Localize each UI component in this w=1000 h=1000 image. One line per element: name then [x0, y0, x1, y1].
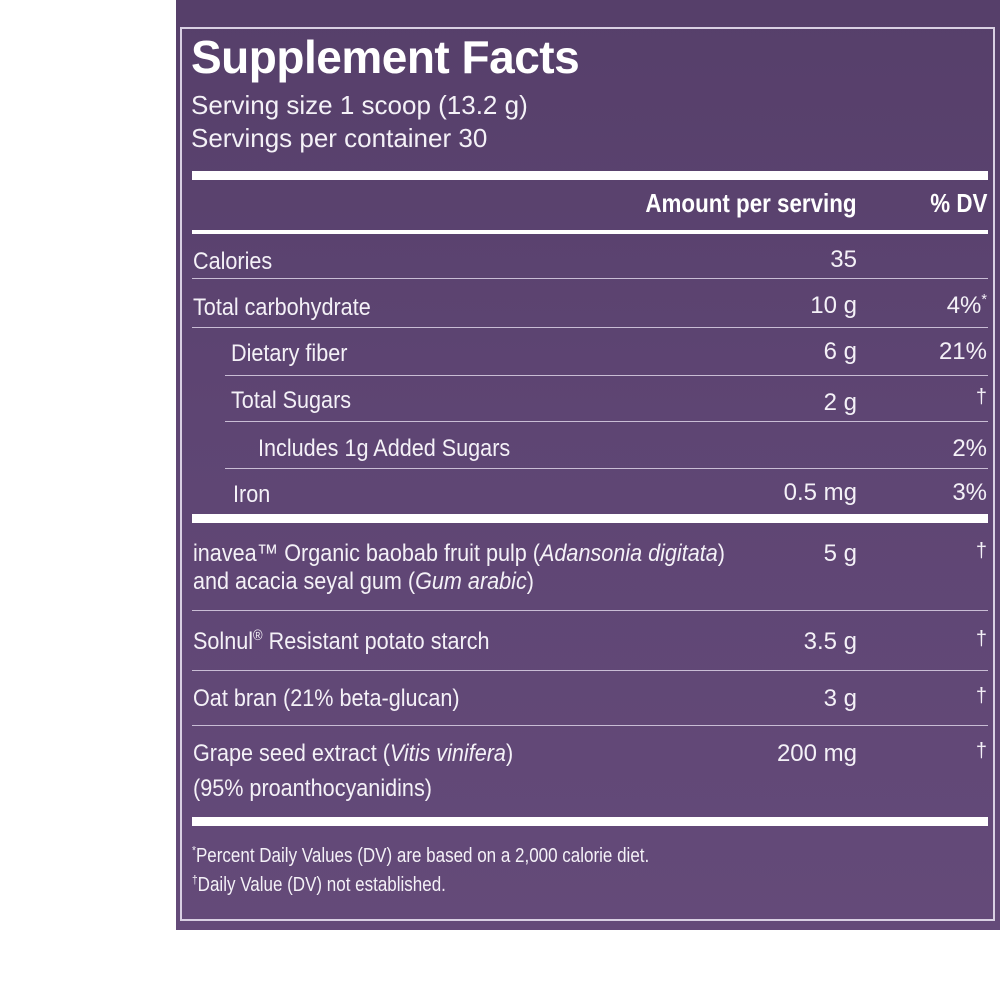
panel-title: Supplement Facts [191, 31, 580, 83]
ingredient-dv: † [975, 685, 987, 707]
ingredient-amount: 3 g [823, 685, 857, 712]
thick-rule [192, 171, 988, 180]
ingredient-amount: 5 g [823, 540, 857, 567]
ingredient-name-line2: and acacia seyal gum (Gum arabic) [193, 568, 534, 595]
footnote-not-established: †Daily Value (DV) not established. [192, 872, 446, 896]
nutrient-dv: 2% [952, 435, 987, 462]
nutrient-name: Calories [193, 248, 273, 275]
ingredient-name-line2: (95% proanthocyanidins) [193, 775, 432, 802]
ingredient-amount: 200 mg [776, 740, 857, 767]
row-divider [192, 327, 988, 328]
nutrient-dv: 3% [952, 479, 987, 506]
nutrient-name: Dietary fiber [231, 340, 348, 367]
nutrient-amount: 6 g [823, 338, 857, 365]
nutrient-amount: 35 [830, 246, 857, 273]
nutrient-name: Total carbohydrate [193, 294, 371, 321]
row-divider [225, 468, 988, 469]
dv-header: % DV [929, 188, 987, 218]
panel-border [180, 27, 995, 921]
row-divider [192, 725, 988, 726]
nutrient-dv: 4%* [946, 292, 987, 319]
thick-rule [192, 817, 988, 826]
footnote-dv: *Percent Daily Values (DV) are based on … [192, 843, 650, 867]
ingredient-dv: † [975, 628, 987, 650]
nutrient-amount: 10 g [810, 292, 857, 319]
serving-size: Serving size 1 scoop (13.2 g) [191, 90, 528, 120]
ingredient-name: inavea™ Organic baobab fruit pulp (Adans… [193, 540, 725, 567]
nutrient-amount: 0.5 mg [783, 479, 857, 506]
amount-per-serving-header: Amount per serving [645, 188, 857, 218]
nutrient-dv: † [975, 386, 987, 408]
ingredient-name: Oat bran (21% beta-glucan) [193, 685, 460, 712]
row-divider [225, 421, 988, 422]
ingredient-dv: † [975, 540, 987, 562]
row-divider [225, 375, 988, 376]
ingredient-name: Solnul® Resistant potato starch [193, 628, 490, 655]
nutrient-dv: 21% [938, 338, 987, 365]
thick-rule [192, 514, 988, 523]
nutrient-name: Iron [233, 481, 271, 508]
ingredient-amount: 3.5 g [803, 628, 857, 655]
row-divider [192, 670, 988, 671]
row-divider [192, 610, 988, 611]
nutrient-amount: 2 g [823, 389, 857, 416]
servings-per-container: Servings per container 30 [191, 123, 488, 153]
nutrient-name: Total Sugars [231, 387, 352, 414]
medium-rule [192, 230, 988, 234]
supplement-facts-panel [176, 0, 1000, 930]
ingredient-dv: † [975, 740, 987, 762]
ingredient-name: Grape seed extract (Vitis vinifera) [193, 740, 514, 767]
nutrient-name: Includes 1g Added Sugars [258, 435, 511, 462]
row-divider [192, 278, 988, 279]
